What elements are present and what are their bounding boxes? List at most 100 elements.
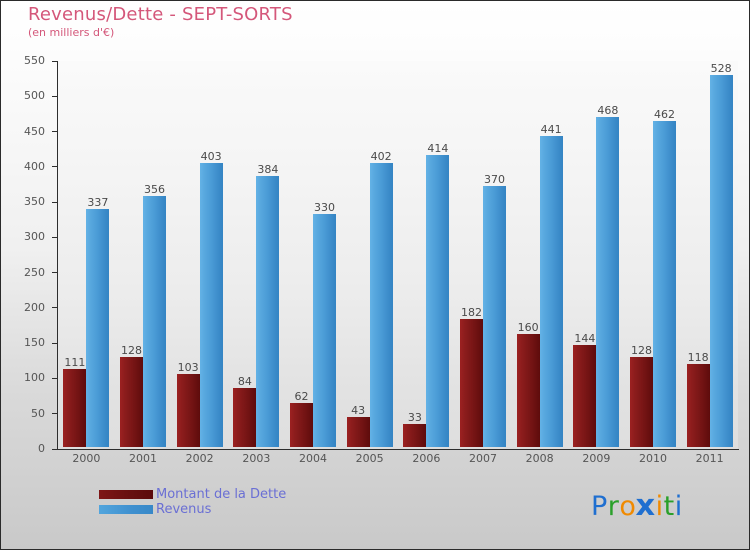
y-axis-label: 150 xyxy=(24,336,45,350)
x-axis-label-2007: 2007 xyxy=(469,452,497,465)
x-axis-label-2002: 2002 xyxy=(185,452,214,465)
bar-revenus-2000[interactable] xyxy=(86,209,110,447)
bar-value-label: 441 xyxy=(540,122,562,136)
logo-letter-i-4: i xyxy=(655,491,664,522)
y-axis-label: 250 xyxy=(24,265,45,279)
bar-dette-2002[interactable] xyxy=(176,374,200,447)
y-axis-label: 100 xyxy=(24,371,45,385)
page-title: Revenus/Dette - SEPT-SORTS xyxy=(28,4,293,25)
bar-dette-2009[interactable] xyxy=(573,345,597,447)
logo-letter-o-2: o xyxy=(619,491,637,522)
x-axis-label-2004: 2004 xyxy=(299,452,327,465)
bar-value-label: 370 xyxy=(484,172,505,186)
y-axis-tick xyxy=(52,377,58,379)
x-axis-label-2003: 2003 xyxy=(242,452,271,465)
bar-value-label: 160 xyxy=(517,321,539,335)
y-axis-label: 300 xyxy=(24,230,45,244)
y-axis-label: 400 xyxy=(24,159,45,173)
bar-value-label: 128 xyxy=(121,343,142,357)
bar-value-label: 43 xyxy=(351,403,366,417)
bar-dette-2011[interactable] xyxy=(686,363,710,447)
y-axis-line xyxy=(57,61,58,450)
y-axis-label: 550 xyxy=(24,54,45,67)
bar-value-label: 128 xyxy=(631,343,652,357)
bar-value-label: 403 xyxy=(200,149,222,163)
y-axis-label: 0 xyxy=(38,442,45,455)
bar-dette-2001[interactable] xyxy=(120,356,143,447)
bar-value-label: 111 xyxy=(64,355,86,369)
bar-revenus-2009[interactable] xyxy=(596,116,620,447)
legend-swatch-icon xyxy=(99,505,153,514)
y-axis-tick xyxy=(52,166,58,168)
bar-dette-2006[interactable] xyxy=(403,423,427,447)
bar-value-label: 33 xyxy=(407,410,422,424)
bar-value-label: 103 xyxy=(177,361,199,375)
bar-value-label: 84 xyxy=(237,374,252,388)
logo-letter-i-6: i xyxy=(674,491,683,522)
proxiti-logo: Proxiti xyxy=(591,489,683,523)
title-block: Revenus/Dette - SEPT-SORTS (en milliers … xyxy=(28,5,293,40)
bar-value-label: 182 xyxy=(461,305,482,319)
x-axis-label-2008: 2008 xyxy=(525,452,554,465)
bar-revenus-2011[interactable] xyxy=(709,74,733,447)
y-axis-tick xyxy=(52,60,58,62)
bar-dette-2007[interactable] xyxy=(460,318,483,447)
legend-label: Montant de la Dette xyxy=(156,487,287,502)
bar-value-label: 384 xyxy=(257,163,279,177)
legend-label: Revenus xyxy=(156,502,212,517)
legend-swatch-icon xyxy=(99,490,153,499)
legend-item-revenus[interactable]: Revenus xyxy=(99,502,286,517)
y-axis-tick xyxy=(52,95,58,97)
y-axis-tick xyxy=(52,342,58,344)
y-axis-tick xyxy=(52,272,58,274)
bar-dette-2003[interactable] xyxy=(233,387,257,447)
bar-value-label: 468 xyxy=(597,103,619,117)
bar-value-label: 402 xyxy=(370,150,392,164)
y-axis-tick xyxy=(52,236,58,238)
y-axis-tick xyxy=(52,201,58,203)
bar-dette-2010[interactable] xyxy=(630,356,653,447)
logo-letter-P-0: P xyxy=(591,491,608,522)
chart-subtitle: (en milliers d'€) xyxy=(28,26,115,39)
bar-dette-2000[interactable] xyxy=(63,368,87,447)
x-axis-label-2006: 2006 xyxy=(412,452,441,465)
legend-item-dette[interactable]: Montant de la Dette xyxy=(99,487,286,502)
y-axis-tick xyxy=(52,448,58,450)
bar-value-label: 356 xyxy=(144,182,165,196)
y-axis-tick xyxy=(52,413,58,415)
bar-value-label: 144 xyxy=(574,332,596,346)
y-axis-label: 50 xyxy=(31,406,45,420)
bar-revenus-2003[interactable] xyxy=(256,176,280,447)
bar-revenus-2010[interactable] xyxy=(653,121,676,447)
x-axis-label-2001: 2001 xyxy=(129,452,157,465)
bar-value-label: 330 xyxy=(314,201,335,215)
bar-value-label: 462 xyxy=(654,108,675,122)
bar-value-label: 118 xyxy=(687,350,709,364)
bar-revenus-2004[interactable] xyxy=(313,214,336,447)
x-axis-line xyxy=(57,449,739,450)
bar-dette-2005[interactable] xyxy=(346,416,370,447)
y-axis-label: 450 xyxy=(24,124,45,138)
bar-dette-2008[interactable] xyxy=(516,334,540,447)
bar-revenus-2005[interactable] xyxy=(369,163,393,447)
bar-revenus-2002[interactable] xyxy=(199,162,223,447)
y-axis-label: 500 xyxy=(24,89,45,103)
x-axis-label-2010: 2010 xyxy=(639,452,667,465)
bar-value-label: 337 xyxy=(87,196,109,210)
plot-area xyxy=(58,61,738,449)
bar-revenus-2001[interactable] xyxy=(143,195,166,447)
bar-revenus-2008[interactable] xyxy=(539,135,563,447)
bar-value-label: 62 xyxy=(294,390,309,404)
bar-revenus-2006[interactable] xyxy=(426,154,450,447)
x-axis-label-2000: 2000 xyxy=(72,452,101,465)
y-axis-label: 350 xyxy=(24,195,45,209)
bar-revenus-2007[interactable] xyxy=(483,185,506,447)
x-axis-label-2009: 2009 xyxy=(582,452,611,465)
y-axis-label: 200 xyxy=(24,300,45,314)
logo-letter-x-3: x xyxy=(635,488,657,522)
legend: Montant de la Dette Revenus xyxy=(99,487,286,517)
bar-dette-2004[interactable] xyxy=(290,403,313,447)
y-axis-tick xyxy=(52,307,58,309)
y-axis-tick xyxy=(52,131,58,133)
